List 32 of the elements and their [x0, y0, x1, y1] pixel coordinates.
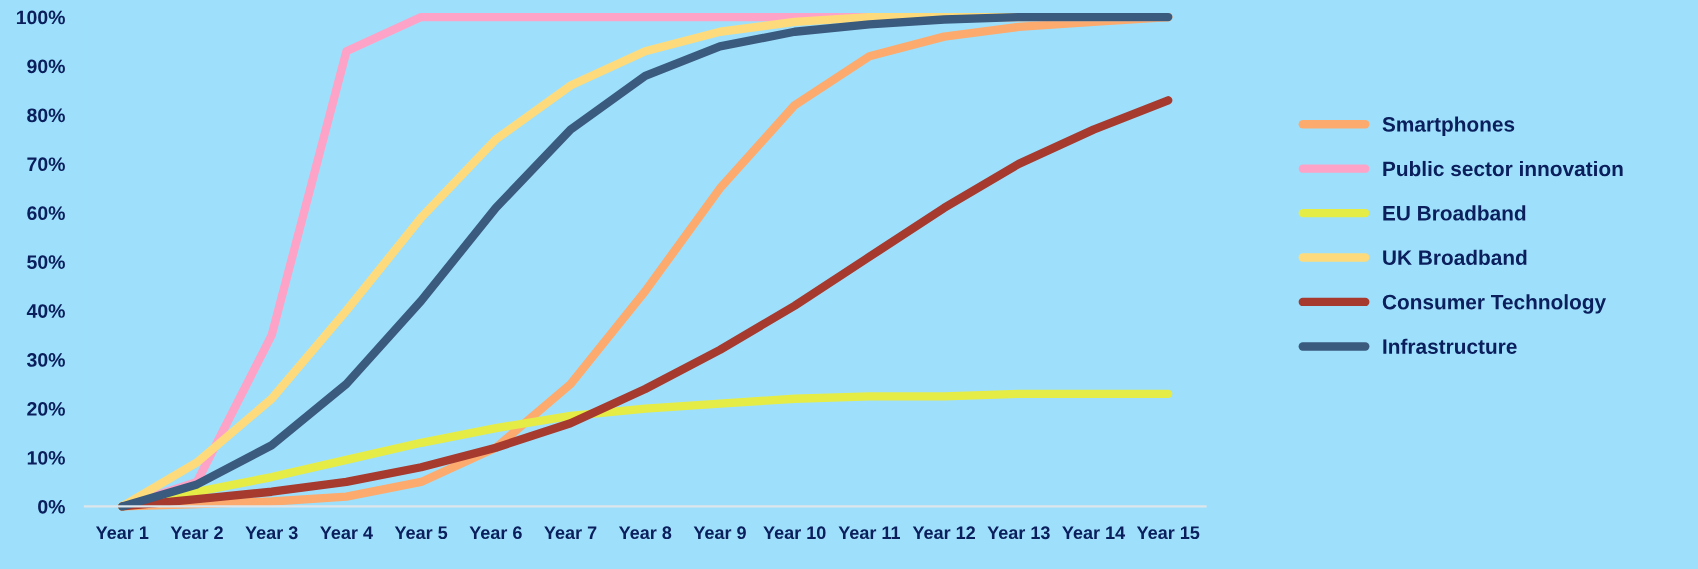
legend-label: Smartphones	[1382, 116, 1515, 136]
x-tick-label: Year 8	[618, 526, 672, 540]
x-tick-label: Year 4	[320, 526, 373, 540]
x-tick-label: Year 1	[95, 526, 149, 540]
legend-label: Infrastructure	[1383, 338, 1517, 354]
y-tick-label: 70%	[27, 157, 65, 172]
legend-label: Public sector innovation	[1383, 160, 1623, 177]
x-tick-label: Year 2	[170, 526, 223, 540]
x-tick-label: Year 3	[245, 526, 298, 540]
y-tick-label: 80%	[27, 108, 65, 123]
x-tick-label: Year 5	[394, 526, 448, 540]
x-tick-label: Year 7	[544, 526, 597, 540]
x-tick-label: Year 14	[1062, 526, 1126, 540]
y-tick-label: 20%	[27, 402, 65, 416]
x-tick-label: Year 6	[469, 526, 522, 540]
y-tick-label: 50%	[27, 255, 65, 269]
y-tick-label: 90%	[27, 59, 65, 74]
x-tick-label: Year 15	[1136, 526, 1200, 540]
y-tick-label: 10%	[27, 450, 65, 465]
y-tick-label: 60%	[27, 206, 65, 221]
x-tick-label: Year 13	[987, 526, 1050, 540]
legend-label: Consumer Technology	[1382, 294, 1607, 314]
x-tick-label: Year 11	[838, 526, 901, 540]
y-tick-label: 30%	[26, 353, 65, 367]
legend-label: UK Broadband	[1383, 249, 1527, 266]
y-tick-label: 100%	[16, 10, 65, 25]
x-tick-label: Year 9	[693, 526, 746, 540]
y-tick-label: 0%	[38, 499, 65, 514]
y-tick-label: 40%	[26, 304, 65, 318]
legend-label: EU Broadband	[1383, 205, 1526, 221]
x-tick-label: Year 12	[912, 526, 975, 540]
x-tick-label: Year 10	[763, 526, 826, 540]
